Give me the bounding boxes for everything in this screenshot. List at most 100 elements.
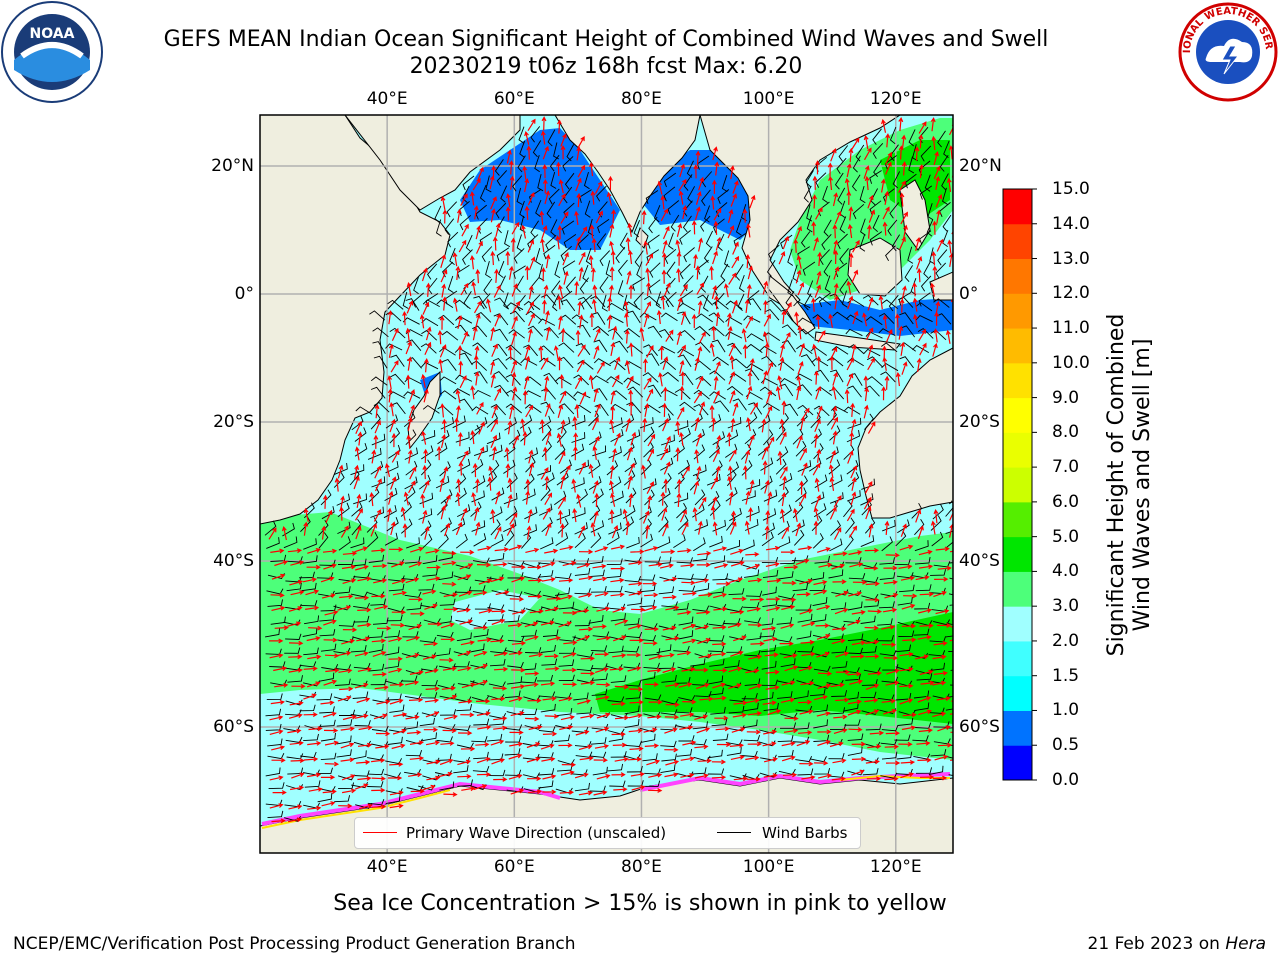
wave-arrow [612,653,627,658]
wind-barb [930,569,947,576]
wind-barb [673,602,689,611]
wave-arrow [898,145,904,160]
wave-arrow [866,776,882,782]
wind-barb [625,691,642,700]
wave-arrow [441,283,447,298]
wave-arrow [920,680,935,686]
wind-barb [667,200,680,215]
wave-arrow [593,328,601,342]
wave-arrow [832,224,838,239]
wind-barb [599,276,609,293]
wind-barb [354,427,367,442]
wave-arrow [885,730,901,736]
wave-arrow [711,179,717,194]
wind-barb [354,442,368,457]
wind-barb [880,772,898,779]
wind-barb [894,734,911,741]
wave-arrow [388,775,403,781]
wave-arrow [644,592,659,598]
wave-arrow [812,194,818,209]
wave-arrow [578,626,594,632]
wind-barb [743,315,761,323]
wind-barb [942,214,952,232]
wind-barb [606,531,620,546]
wind-barb [899,584,915,593]
wave-arrow [954,194,958,207]
wave-arrow [442,209,448,224]
wind-barb [404,486,416,502]
wind-barb [558,674,575,681]
wave-arrow [444,522,451,537]
wave-arrow [745,755,760,761]
wave-arrow [765,405,773,419]
wind-barb [744,519,759,531]
wave-arrow [698,176,705,191]
wave-arrow [849,562,864,568]
wave-arrow [741,328,747,343]
wave-arrow [508,650,523,656]
wave-arrow [439,477,445,493]
wave-arrow [795,522,802,537]
wind-barb [588,614,604,624]
wave-arrow [588,374,594,389]
wind-barb [808,457,822,472]
wave-arrow [849,679,864,685]
wind-barb [711,339,726,353]
wind-barb [678,427,691,443]
wave-arrow [475,698,491,704]
wind-barb [546,201,556,219]
wind-barb [385,461,399,474]
wave-arrow [834,210,842,225]
wave-arrow [574,772,589,779]
wave-arrow [811,221,817,236]
wave-arrow [476,401,484,415]
colorbar-tick-label: 0.0 [1052,770,1080,790]
wave-arrow [522,431,528,446]
wave-arrow [900,341,906,356]
wave-arrow [800,416,806,431]
wind-barb [459,214,471,231]
wind-barb [563,234,577,249]
wind-barb [647,325,663,338]
wind-barb [440,517,452,533]
wave-arrow [899,666,914,672]
wave-arrow [389,402,395,417]
wave-arrow [660,549,676,555]
wave-arrow [289,579,304,586]
wave-arrow [559,390,567,404]
wind-barb [505,374,521,386]
wind-barb [530,294,541,311]
wind-barb [844,534,854,551]
wave-arrow [476,772,492,777]
wind-barb [557,518,569,534]
wave-arrow [844,388,850,404]
wind-barb [822,185,828,203]
wind-barb [548,188,560,205]
wave-arrow [662,356,669,370]
wave-arrow [777,450,783,465]
wind-barb [831,661,848,669]
wave-arrow [473,784,488,791]
wave-arrow [881,118,887,133]
wind-barb [792,264,799,282]
wave-arrow [422,589,437,595]
wave-arrow [828,313,834,328]
wave-arrow [572,446,578,461]
wind-barb [335,678,351,686]
wind-barb [593,358,611,367]
wind-barb [812,314,829,324]
wave-arrow [712,624,727,630]
wave-arrow [389,698,404,705]
wave-arrow [696,282,705,295]
wave-arrow [851,344,857,359]
wave-arrow [710,195,716,210]
wave-arrow [373,434,379,449]
wave-arrow [457,432,463,447]
wave-arrow [455,521,463,536]
wave-arrow [443,606,459,612]
lat-label-left: 40°S [213,551,254,571]
wave-arrow [746,283,752,299]
wave-arrow [899,236,906,250]
wave-arrow [371,638,387,644]
sea-ice-note: Sea Ice Concentration > 15% is shown in … [333,891,947,916]
